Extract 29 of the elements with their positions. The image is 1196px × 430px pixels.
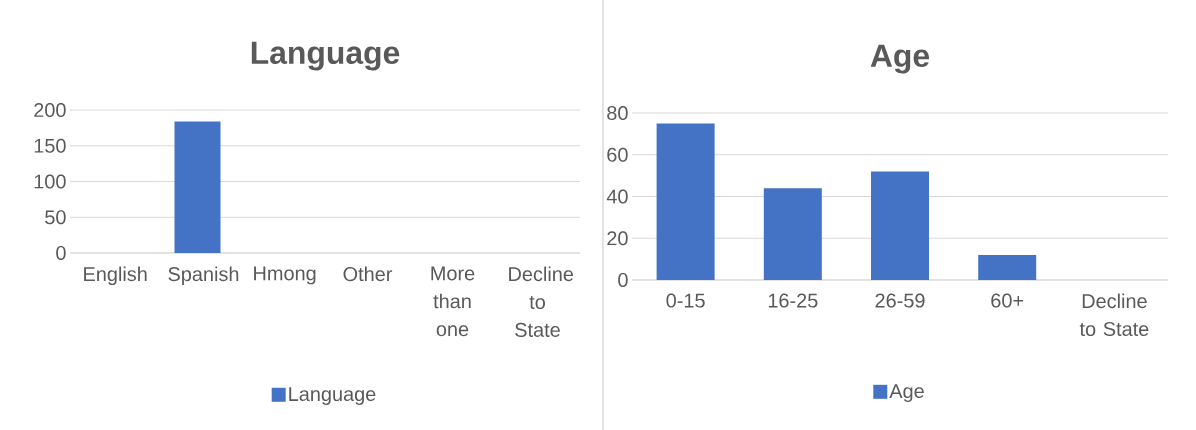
bar: [978, 254, 1037, 280]
y-tick-label: 50: [45, 210, 66, 225]
y-tick-label: 100: [34, 174, 66, 189]
y-tick-label: 200: [34, 102, 66, 118]
x-tick-label: Decline to State: [509, 266, 574, 337]
bar: [871, 171, 930, 280]
y-tick-label: 40: [606, 189, 628, 204]
x-tick-label: 26-59: [875, 293, 925, 308]
legend-label: Language: [289, 387, 376, 406]
bar: [763, 188, 822, 280]
x-tick-label: 60+: [991, 293, 1024, 308]
x-tick-label: Decline to State: [1079, 293, 1149, 337]
x-tick-label: Other: [343, 266, 393, 282]
x-tick-label: Spanish: [168, 266, 239, 286]
x-tick-label: 0-15: [666, 293, 705, 308]
bar: [656, 123, 715, 280]
y-tick-label: 0: [56, 245, 66, 261]
y-tick-label: 60: [607, 147, 628, 162]
legend-label: Age: [889, 384, 924, 403]
chart-title: Age: [870, 44, 930, 74]
x-tick-label: More than one: [431, 266, 475, 337]
y-tick-label: 80: [607, 105, 628, 121]
y-tick-label: 20: [607, 231, 628, 246]
y-tick-label: 150: [34, 138, 66, 153]
y-tick-label: 0: [618, 272, 628, 288]
x-tick-label: 16-25: [768, 293, 818, 308]
chart-title: Language: [251, 41, 400, 71]
x-tick-label: English: [84, 266, 147, 286]
x-tick-label: Hmong: [254, 266, 316, 285]
